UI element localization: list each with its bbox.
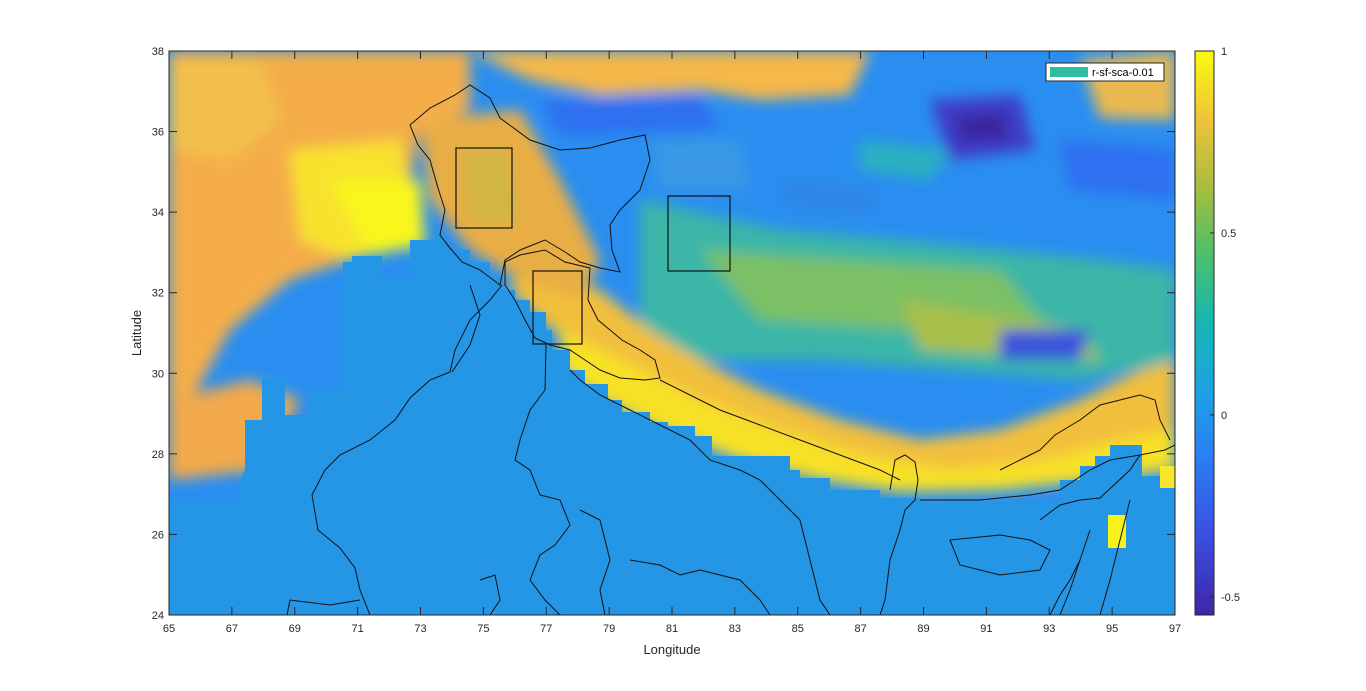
boundaries — [286, 84, 1175, 615]
study-box-karakoram — [455, 147, 513, 229]
colorbar: 1 0.5 0 -0.5 — [1194, 46, 1240, 616]
x-tick-label: 79 — [603, 623, 615, 635]
x-tick-label: 97 — [1169, 623, 1181, 635]
x-tick-label: 93 — [1043, 623, 1055, 635]
x-tick-label: 67 — [226, 623, 238, 635]
yellow-patch-east — [1160, 466, 1175, 488]
x-tick-label: 81 — [666, 623, 678, 635]
study-box-himachal — [532, 270, 583, 345]
colorbar-tick-label: 0 — [1221, 410, 1227, 422]
masked-region — [169, 233, 1175, 615]
map-area — [169, 51, 1175, 615]
x-tick-label: 89 — [917, 623, 929, 635]
x-tick-label: 73 — [414, 623, 426, 635]
colorbar-tick-label: 1 — [1221, 46, 1227, 58]
x-axis-label: Longitude — [643, 642, 700, 657]
colorbar-ticks: 1 0.5 0 -0.5 — [1210, 46, 1240, 604]
y-axis: 38 36 34 32 30 28 26 24 — [152, 46, 1175, 622]
x-tick-label: 91 — [980, 623, 992, 635]
x-tick-label: 77 — [540, 623, 552, 635]
y-tick-label: 32 — [152, 288, 164, 300]
x-tick-label: 69 — [289, 623, 301, 635]
study-box-central — [667, 195, 731, 272]
x-tick-label: 87 — [855, 623, 867, 635]
legend-label: r-sf-sca-0.01 — [1092, 67, 1154, 79]
colorbar-tick-label: -0.5 — [1221, 592, 1240, 604]
y-tick-label: 36 — [152, 127, 164, 139]
study-boxes — [455, 147, 731, 345]
x-tick-label: 75 — [477, 623, 489, 635]
yellow-patch — [1108, 515, 1126, 548]
y-tick-label: 38 — [152, 46, 164, 58]
x-tick-label: 85 — [792, 623, 804, 635]
x-axis: 65 67 69 71 73 75 77 79 81 83 85 87 89 91 93 95 97 — [163, 51, 1181, 635]
x-tick-label: 71 — [352, 623, 364, 635]
colorbar-tick-label: 0.5 — [1221, 228, 1236, 240]
y-tick-label: 28 — [152, 449, 164, 461]
y-tick-label: 30 — [152, 368, 164, 380]
colorbar-ramp — [1194, 50, 1215, 616]
y-tick-label: 26 — [152, 529, 164, 541]
legend-swatch — [1050, 67, 1088, 77]
y-axis-label: Latitude — [129, 310, 144, 356]
x-tick-label: 95 — [1106, 623, 1118, 635]
y-tick-label: 34 — [152, 207, 164, 219]
y-tick-label: 24 — [152, 610, 164, 622]
x-tick-label: 65 — [163, 623, 175, 635]
x-tick-label: 83 — [729, 623, 741, 635]
legend: r-sf-sca-0.01 — [1045, 62, 1165, 82]
